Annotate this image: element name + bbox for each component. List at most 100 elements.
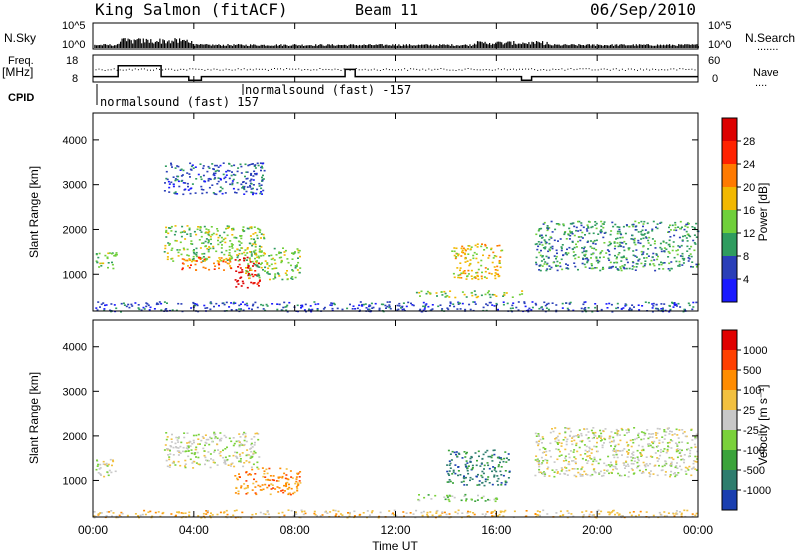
noise-point xyxy=(558,44,560,48)
scatter-cell xyxy=(672,513,675,515)
scatter-cell xyxy=(617,306,619,309)
scatter-cell xyxy=(498,456,501,459)
noise-point xyxy=(496,41,498,48)
scatter-cell xyxy=(221,192,224,195)
noise-point xyxy=(103,44,105,48)
scatter-cell xyxy=(474,452,477,454)
scatter-cell xyxy=(173,233,176,236)
scatter-cell xyxy=(555,304,558,306)
scatter-cell xyxy=(219,190,222,192)
scatter-cell xyxy=(446,464,449,466)
scatter-cell xyxy=(177,255,180,257)
scatter-cell xyxy=(507,477,510,479)
scatter-cell xyxy=(272,257,275,260)
scatter-cell xyxy=(490,247,493,250)
scatter-cell xyxy=(572,451,575,453)
noise-point xyxy=(427,44,429,48)
scatter-cell xyxy=(612,449,615,452)
scatter-cell xyxy=(588,267,591,269)
scatter-cell xyxy=(464,456,467,458)
scatter-cell xyxy=(206,170,209,173)
scatter-cell xyxy=(253,250,255,253)
scatter-cell xyxy=(112,460,115,463)
scatter-cell xyxy=(208,234,211,237)
scatter-cell xyxy=(172,183,175,186)
scatter-cell xyxy=(246,485,249,487)
scatter-cell xyxy=(258,456,261,458)
scatter-cell xyxy=(682,310,685,313)
scatter-cell xyxy=(545,450,548,453)
scatter-cell xyxy=(617,245,620,248)
noise-point xyxy=(362,45,364,48)
scatter-cell xyxy=(482,453,485,456)
scatter-cell xyxy=(637,222,640,224)
scatter-cell xyxy=(484,513,487,515)
scatter-cell xyxy=(610,464,613,466)
noise-point xyxy=(513,41,515,48)
nave-point xyxy=(246,69,248,71)
scatter-cell xyxy=(584,307,587,309)
scatter-cell xyxy=(181,450,184,453)
scatter-cell xyxy=(551,245,554,248)
noise-point xyxy=(290,45,293,48)
nave-point xyxy=(488,69,490,71)
scatter-cell xyxy=(601,250,604,252)
scatter-cell xyxy=(202,260,205,262)
scatter-cell xyxy=(590,458,593,460)
scatter-cell xyxy=(487,257,490,259)
scatter-cell xyxy=(459,269,461,272)
noise-point xyxy=(345,44,347,48)
scatter-cell xyxy=(580,440,583,443)
scatter-cell xyxy=(586,257,589,260)
scatter-cell xyxy=(652,305,655,307)
noise-point xyxy=(231,45,234,48)
colorbar-tick-label: -25 xyxy=(743,425,759,437)
scatter-cell xyxy=(693,234,696,236)
scatter-cell xyxy=(560,442,563,445)
scatter-cell xyxy=(104,463,107,466)
scatter-cell xyxy=(574,254,577,256)
scatter-cell xyxy=(229,240,232,242)
scatter-cell xyxy=(535,261,537,264)
noise-point xyxy=(466,44,468,48)
scatter-cell xyxy=(463,475,465,477)
scatter-cell xyxy=(275,267,278,269)
nave-point xyxy=(513,68,514,70)
scatter-cell xyxy=(497,465,500,468)
scatter-cell xyxy=(237,283,240,285)
scatter-cell xyxy=(192,251,195,254)
scatter-cell xyxy=(621,236,624,239)
nave-point xyxy=(95,69,97,71)
scatter-cell xyxy=(201,242,204,244)
scatter-cell xyxy=(167,242,170,244)
scatter-cell xyxy=(250,473,252,476)
scatter-cell xyxy=(655,434,658,436)
scatter-cell xyxy=(620,233,623,236)
scatter-cell xyxy=(239,461,242,463)
scatter-cell xyxy=(481,470,484,473)
scatter-cell xyxy=(628,431,630,433)
scatter-cell xyxy=(267,267,270,270)
scatter-cell xyxy=(174,178,177,180)
scatter-cell xyxy=(612,510,614,512)
scatter-cell xyxy=(254,240,257,243)
scatter-cell xyxy=(478,455,480,458)
scatter-cell xyxy=(662,450,665,453)
scatter-cell xyxy=(625,258,628,261)
scatter-cell xyxy=(222,512,225,514)
scatter-cell xyxy=(466,451,468,454)
noise-point xyxy=(115,45,117,48)
scatter-cell xyxy=(268,255,271,257)
noise-point xyxy=(147,39,149,48)
scatter-cell xyxy=(585,250,588,252)
scatter-cell xyxy=(594,431,597,434)
noise-point xyxy=(537,41,539,48)
scatter-cell xyxy=(219,241,222,244)
scatter-cell xyxy=(565,470,568,472)
scatter-cell xyxy=(603,232,606,234)
noise-point xyxy=(473,43,476,48)
scatter-cell xyxy=(219,432,222,434)
scatter-cell xyxy=(483,468,485,470)
scatter-cell xyxy=(683,509,686,512)
scatter-cell xyxy=(500,458,503,461)
